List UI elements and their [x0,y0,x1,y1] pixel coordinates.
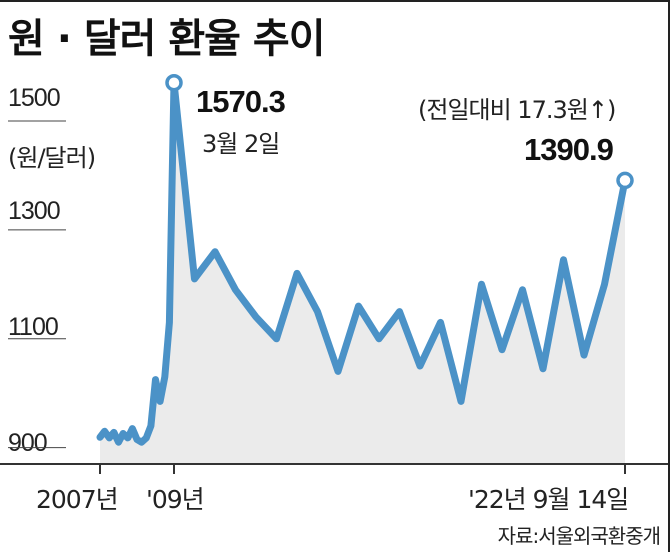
latest-value-label: 1390.9 [524,132,614,167]
peak-date-label: 3월 2일 [202,130,280,158]
frame-top-border [0,0,670,2]
chart-title: 원 · 달러 환율 추이 [8,16,325,62]
y-axis-label: (원/달러) [8,144,96,172]
y-tick-label-900: 900 [8,429,48,457]
peak-value-label: 1570.3 [196,84,286,119]
series-line [96,79,629,446]
source-label: 자료:서울외국환중개 [497,524,661,548]
x-tick-label-09: '09년 [146,485,205,514]
frame-right-border [668,0,670,552]
series-area-fill [100,82,625,464]
y-tick-label-1300: 1300 [8,197,61,225]
x-tick-label-2007: 2007년 [36,485,119,514]
peak-point-marker [165,73,183,92]
y-tick-label-1100: 1100 [8,313,59,341]
latest-point-marker [616,171,634,190]
x-tick-label-22-sep-14: '22년 9월 14일 [468,485,629,514]
daily-change-label: (전일대비 17.3원↑) [418,96,616,124]
y-tick-label-1500: 1500 [8,84,61,112]
